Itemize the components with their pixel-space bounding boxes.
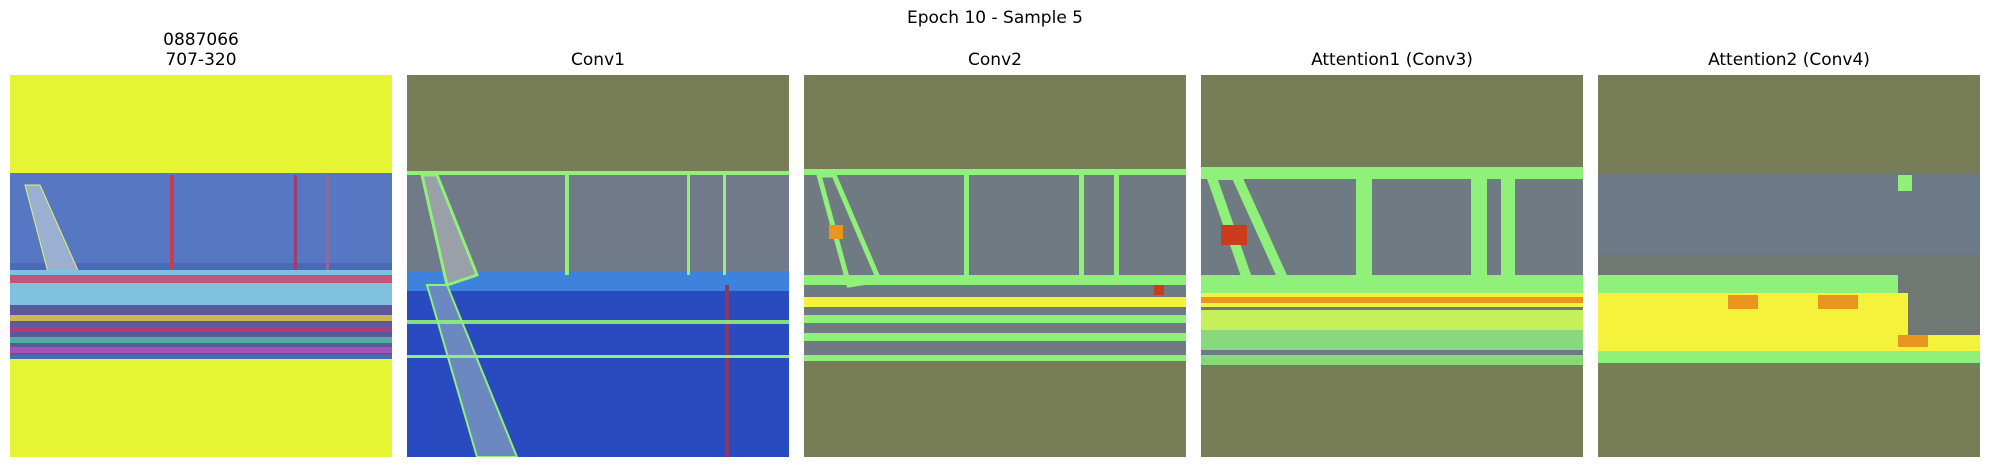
figure-title: Epoch 10 - Sample 5 — [907, 8, 1083, 28]
panel-title-conv1: Conv1 — [571, 50, 625, 70]
panel-title-line2: 707-320 — [165, 50, 237, 70]
panel-title-line1: 0887066 — [163, 30, 239, 50]
conv2-map — [804, 75, 1186, 457]
conv1-map — [407, 75, 789, 457]
attention1-map — [1201, 75, 1583, 457]
attention1-panel — [1201, 75, 1583, 457]
panel-title-attention1: Attention1 (Conv3) — [1311, 50, 1473, 70]
input-image-panel — [10, 75, 392, 457]
attention2-map — [1598, 75, 1980, 457]
input-image — [10, 75, 392, 457]
panel-title-input: 0887066 707-320 — [10, 30, 392, 70]
conv2-panel — [804, 75, 1186, 457]
attention2-panel — [1598, 75, 1980, 457]
conv1-panel — [407, 75, 789, 457]
panel-title-attention2: Attention2 (Conv4) — [1708, 50, 1870, 70]
panel-title-conv2: Conv2 — [968, 50, 1022, 70]
